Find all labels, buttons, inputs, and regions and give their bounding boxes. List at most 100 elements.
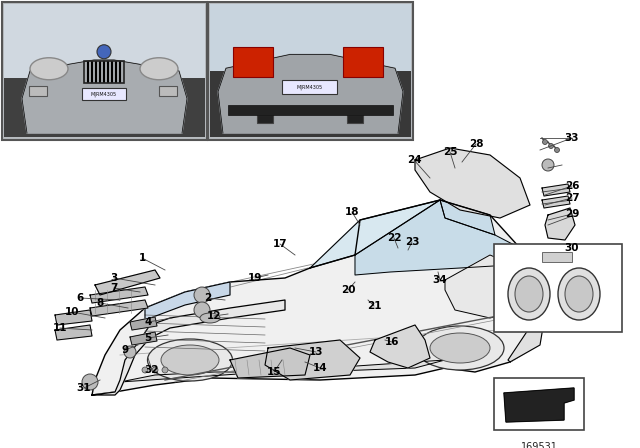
Text: 32: 32 xyxy=(145,365,159,375)
Text: 29: 29 xyxy=(565,209,579,219)
Bar xyxy=(4,78,205,137)
Polygon shape xyxy=(542,196,570,208)
Bar xyxy=(343,47,383,77)
Text: 34: 34 xyxy=(433,275,447,285)
Polygon shape xyxy=(508,315,545,362)
Text: 30: 30 xyxy=(564,243,579,253)
Text: 7: 7 xyxy=(110,283,118,293)
Polygon shape xyxy=(504,388,574,422)
Bar xyxy=(82,88,126,100)
Polygon shape xyxy=(445,255,530,318)
Text: 23: 23 xyxy=(404,237,419,247)
Polygon shape xyxy=(92,300,285,395)
Circle shape xyxy=(97,45,111,59)
Polygon shape xyxy=(95,270,160,295)
Text: 24: 24 xyxy=(406,155,421,165)
Text: 5: 5 xyxy=(145,333,152,343)
Text: 27: 27 xyxy=(564,193,579,203)
Polygon shape xyxy=(218,55,403,133)
Text: 12: 12 xyxy=(207,311,221,321)
Ellipse shape xyxy=(558,268,600,320)
Circle shape xyxy=(124,346,136,358)
Text: 2: 2 xyxy=(204,293,212,303)
Polygon shape xyxy=(90,300,148,316)
Text: 18: 18 xyxy=(345,207,359,217)
Text: 33: 33 xyxy=(564,133,579,143)
Circle shape xyxy=(162,367,168,373)
Bar xyxy=(228,105,393,116)
Bar xyxy=(347,115,363,123)
Ellipse shape xyxy=(30,58,68,80)
Circle shape xyxy=(142,367,148,373)
Ellipse shape xyxy=(416,326,504,370)
Ellipse shape xyxy=(515,276,543,312)
Bar xyxy=(210,71,411,137)
Text: 28: 28 xyxy=(468,139,483,149)
Polygon shape xyxy=(22,60,187,133)
Circle shape xyxy=(194,302,210,318)
Ellipse shape xyxy=(508,268,550,320)
Text: 16: 16 xyxy=(385,337,399,347)
Bar xyxy=(233,47,273,77)
Polygon shape xyxy=(415,148,530,218)
Bar xyxy=(210,4,411,73)
Polygon shape xyxy=(55,310,92,325)
Circle shape xyxy=(194,287,210,303)
Text: M|RM4305: M|RM4305 xyxy=(297,84,323,90)
Bar xyxy=(4,4,205,80)
Bar xyxy=(257,115,273,123)
Polygon shape xyxy=(370,325,430,368)
Polygon shape xyxy=(130,317,157,330)
Bar xyxy=(2,2,207,140)
Text: 26: 26 xyxy=(564,181,579,191)
Text: 3: 3 xyxy=(110,273,118,283)
Circle shape xyxy=(543,139,547,145)
Polygon shape xyxy=(230,348,310,378)
Text: 169531: 169531 xyxy=(520,442,557,448)
Text: 25: 25 xyxy=(443,147,457,157)
Circle shape xyxy=(554,147,559,152)
Ellipse shape xyxy=(147,339,232,381)
Bar xyxy=(494,244,622,332)
Polygon shape xyxy=(440,200,495,235)
Ellipse shape xyxy=(565,276,593,312)
Text: 14: 14 xyxy=(313,363,327,373)
Text: 10: 10 xyxy=(65,307,79,317)
Text: 1: 1 xyxy=(138,253,146,263)
Polygon shape xyxy=(55,325,92,340)
Text: 20: 20 xyxy=(340,285,355,295)
Text: 22: 22 xyxy=(387,233,401,243)
Text: M|RM4305: M|RM4305 xyxy=(91,91,117,96)
Circle shape xyxy=(152,367,158,373)
Text: 11: 11 xyxy=(52,323,67,333)
Bar xyxy=(542,252,572,262)
Circle shape xyxy=(82,374,98,390)
Polygon shape xyxy=(310,200,440,268)
Text: 19: 19 xyxy=(248,273,262,283)
Bar xyxy=(159,86,177,96)
Ellipse shape xyxy=(161,345,219,375)
Polygon shape xyxy=(130,332,157,345)
Text: 31: 31 xyxy=(77,383,92,393)
Polygon shape xyxy=(355,200,520,275)
Polygon shape xyxy=(265,340,360,380)
Bar xyxy=(494,378,584,430)
Text: 4: 4 xyxy=(144,317,152,327)
Text: 13: 13 xyxy=(308,347,323,357)
Text: 21: 21 xyxy=(367,301,381,311)
Bar xyxy=(208,2,413,140)
Bar xyxy=(29,86,47,96)
Circle shape xyxy=(542,159,554,171)
Polygon shape xyxy=(545,208,575,240)
Text: 17: 17 xyxy=(273,239,287,249)
Text: 15: 15 xyxy=(267,367,281,377)
Text: 8: 8 xyxy=(97,298,104,308)
Ellipse shape xyxy=(200,313,220,323)
Ellipse shape xyxy=(140,58,178,80)
Polygon shape xyxy=(92,200,545,395)
Ellipse shape xyxy=(430,333,490,363)
Polygon shape xyxy=(120,360,445,382)
Polygon shape xyxy=(90,287,148,303)
Polygon shape xyxy=(145,282,230,320)
Polygon shape xyxy=(542,184,570,196)
